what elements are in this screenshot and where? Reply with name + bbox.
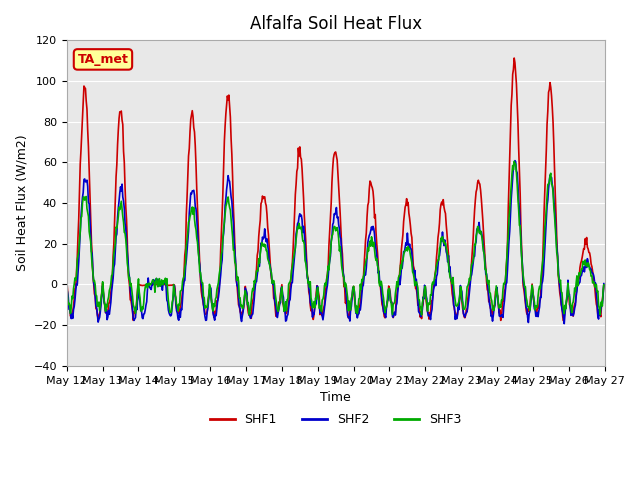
SHF2 [401,250,408,255]
SHF2 [182,257,190,263]
SHF2 [128,297,136,302]
Text: TA_met: TA_met [77,53,129,66]
SHF3 [63,281,70,287]
SHF3 [600,282,607,288]
SHF2 [511,158,519,164]
SHF1 [73,269,81,275]
SHF3 [128,287,136,293]
SHF1 [63,277,70,283]
SHF3 [182,243,190,249]
SHF2 [211,317,218,323]
Line: SHF3: SHF3 [67,161,604,315]
SHF1 [211,309,218,314]
SHF2 [561,321,568,326]
SHF3 [510,158,518,164]
SHF3 [73,273,81,279]
SHF1 [600,282,607,288]
SHF1 [182,212,190,218]
SHF2 [416,310,424,316]
SHF1 [559,318,567,324]
Line: SHF1: SHF1 [67,58,604,321]
SHF1 [416,314,424,320]
Legend: SHF1, SHF2, SHF3: SHF1, SHF2, SHF3 [205,408,467,432]
Title: Alfalfa Soil Heat Flux: Alfalfa Soil Heat Flux [250,15,422,33]
SHF2 [73,281,81,287]
SHF1 [510,55,518,61]
Y-axis label: Soil Heat Flux (W/m2): Soil Heat Flux (W/m2) [15,135,28,271]
SHF3 [418,312,426,318]
SHF3 [211,304,218,310]
SHF3 [401,249,408,254]
SHF1 [401,211,408,217]
SHF2 [63,286,70,291]
SHF3 [416,304,424,310]
X-axis label: Time: Time [320,391,351,404]
Line: SHF2: SHF2 [67,161,604,324]
SHF1 [128,303,136,309]
SHF2 [600,281,607,287]
